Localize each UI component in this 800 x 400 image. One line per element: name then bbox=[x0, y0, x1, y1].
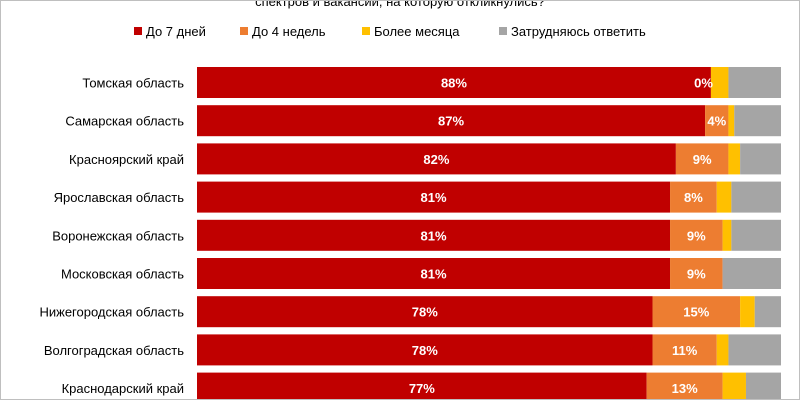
bar-segment bbox=[652, 296, 741, 328]
bar-segment bbox=[197, 105, 706, 137]
bar-segment bbox=[716, 334, 729, 366]
bar-segment bbox=[670, 219, 723, 251]
legend-label: Более месяца bbox=[374, 24, 460, 39]
bar-segment bbox=[197, 143, 676, 175]
legend-swatch bbox=[134, 27, 142, 35]
data-label: 8% bbox=[684, 190, 703, 205]
bar-segment bbox=[197, 296, 653, 328]
bar-segment bbox=[722, 258, 781, 289]
bar-segment bbox=[646, 372, 723, 399]
bar-segment bbox=[197, 67, 711, 98]
data-label: 11% bbox=[672, 343, 698, 358]
category-label: Воронежская область bbox=[52, 228, 184, 243]
bar-segment bbox=[722, 219, 732, 251]
data-label: 13% bbox=[672, 381, 698, 396]
bar-segment bbox=[745, 372, 781, 399]
bar-segment bbox=[710, 67, 729, 98]
bar-segment bbox=[197, 219, 671, 251]
bars bbox=[197, 67, 781, 399]
category-label: Нижегородская область bbox=[39, 305, 184, 320]
data-label: 82% bbox=[423, 152, 449, 167]
data-label: 77% bbox=[409, 381, 435, 396]
legend-label: Затрудняюсь ответить bbox=[511, 24, 646, 39]
legend-label: До 7 дней bbox=[146, 24, 206, 39]
bar-segment bbox=[728, 105, 735, 137]
bar-segment bbox=[197, 258, 671, 289]
data-label: 88% bbox=[441, 76, 467, 91]
bar-segment bbox=[734, 105, 781, 137]
legend: До 7 дней До 4 недель Более месяца Затрудня… bbox=[134, 24, 646, 39]
data-label: 4% bbox=[707, 114, 726, 129]
bar-segment bbox=[728, 67, 781, 98]
bar-segment bbox=[740, 143, 781, 175]
bar-segment bbox=[652, 334, 717, 366]
category-label: Волгоградская область bbox=[44, 343, 184, 358]
category-label: Томская область bbox=[82, 76, 184, 91]
bar-segment bbox=[740, 296, 755, 328]
legend-label: До 4 недель bbox=[252, 24, 326, 39]
data-labels: 88% 0% 87% 4% 82% 9% 81% 8% 81% 9% 81% 9% 78% 15% 78% 1… bbox=[409, 76, 727, 397]
data-label: 78% bbox=[412, 305, 438, 320]
category-label: Ярославская область bbox=[54, 190, 185, 205]
bar-segment bbox=[197, 334, 653, 366]
chart-title: спектров и вакансий, на которую откликну… bbox=[255, 1, 545, 9]
data-label: 9% bbox=[687, 228, 706, 243]
bar-segment bbox=[722, 372, 746, 399]
data-label: 81% bbox=[421, 228, 447, 243]
category-labels: Томская область Самарская область Краснояр… bbox=[39, 76, 184, 397]
data-label: 0% bbox=[694, 76, 713, 91]
bar-segment bbox=[197, 181, 671, 213]
bar-segment bbox=[731, 219, 781, 251]
bar-segment bbox=[728, 334, 781, 366]
data-label: 78% bbox=[412, 343, 438, 358]
category-label: Московская область bbox=[61, 267, 184, 282]
data-label: 81% bbox=[421, 190, 447, 205]
bar-segment bbox=[670, 258, 723, 289]
legend-swatch bbox=[240, 27, 248, 35]
bar-segment bbox=[705, 105, 729, 137]
bar-segment bbox=[675, 143, 729, 175]
bar-segment bbox=[716, 181, 732, 213]
data-label: 9% bbox=[687, 267, 706, 282]
data-label: 15% bbox=[683, 305, 709, 320]
legend-swatch bbox=[499, 27, 507, 35]
bar-segment bbox=[731, 181, 781, 213]
data-label: 9% bbox=[693, 152, 712, 167]
legend-swatch bbox=[362, 27, 370, 35]
category-label: Краснодарский край bbox=[62, 381, 184, 396]
bar-segment bbox=[197, 372, 647, 399]
bar-segment bbox=[670, 181, 717, 213]
data-label: 87% bbox=[438, 114, 464, 129]
bar-segment bbox=[728, 143, 741, 175]
category-label: Красноярский край bbox=[69, 152, 184, 167]
data-label: 81% bbox=[421, 267, 447, 282]
bar-segment bbox=[754, 296, 781, 328]
category-label: Самарская область bbox=[65, 114, 184, 129]
